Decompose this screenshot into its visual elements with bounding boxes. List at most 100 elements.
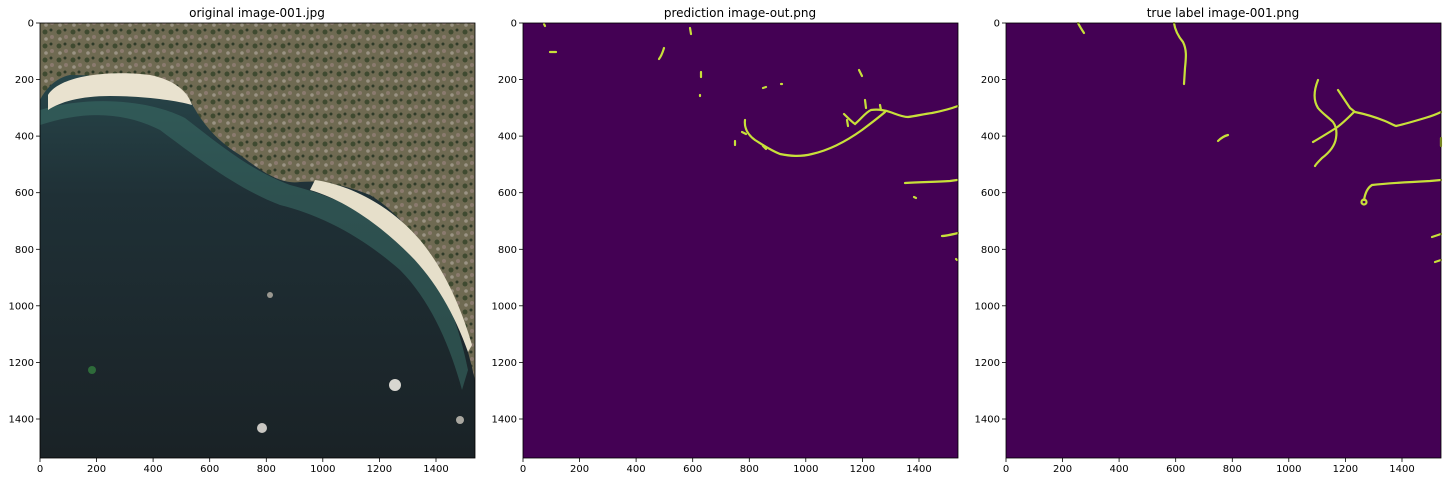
x-axis: 0 200 400 600 800 1000 1200 1400 [1003,458,1415,475]
panel-prediction: prediction image-out.png [492,6,960,475]
y-tick-label: 1200 [9,358,34,369]
label-segments [1076,21,1443,264]
axes-frame [522,22,959,459]
segment [1216,133,1230,143]
segment [903,178,959,185]
panel-title: prediction image-out.png [664,6,816,20]
y-axis: 0 200 400 600 800 1000 1200 1400 [492,19,523,426]
x-tick-label: 200 [570,464,589,475]
y-tick-label: 1400 [975,415,1000,426]
panel-true-label: true label image-001.png 0 200 [975,6,1443,475]
y-tick-label: 1400 [492,415,517,426]
segment [940,231,960,238]
y-tick-label: 600 [981,188,1000,199]
segment [878,103,883,112]
x-tick-label: 1000 [310,464,335,475]
y-tick-label: 800 [15,245,34,256]
x-axis: 0 200 400 600 800 1000 1200 1400 [37,458,449,475]
y-tick-label: 1000 [9,301,34,312]
segment [1362,178,1443,202]
y-tick-label: 800 [981,245,1000,256]
x-tick-label: 0 [37,464,43,475]
x-tick-label: 800 [740,464,759,475]
segment [688,26,693,36]
segment [1172,21,1187,86]
axes-frame [39,22,476,459]
x-tick-label: 600 [200,464,219,475]
rock-1 [389,379,401,391]
x-tick-label: 600 [1166,464,1185,475]
x-tick-label: 0 [520,464,526,475]
segment [1311,110,1356,144]
beach-lower [310,180,472,352]
x-tick-label: 400 [144,464,163,475]
segment [1430,232,1443,239]
segment [863,98,868,110]
segment [1360,198,1368,206]
y-tick-label: 600 [15,188,34,199]
x-tick-label: 1400 [906,464,931,475]
segment [542,22,547,28]
predicted-segments [542,22,960,262]
panel-title: true label image-001.png [1147,6,1300,20]
x-tick-label: 1000 [1276,464,1301,475]
y-axis: 0 200 400 600 800 1000 1200 1400 [975,19,1006,426]
seaweed-patch [88,366,96,374]
y-tick-label: 1000 [975,301,1000,312]
x-tick-label: 1200 [850,464,875,475]
y-tick-label: 400 [498,132,517,143]
y-tick-label: 600 [498,188,517,199]
segment [842,104,960,126]
rock-2 [257,423,267,433]
y-tick-label: 1000 [492,301,517,312]
land-area [40,23,475,380]
x-tick-label: 1200 [367,464,392,475]
x-tick-label: 0 [1003,464,1009,475]
y-tick-label: 1400 [9,415,34,426]
y-tick-label: 800 [498,245,517,256]
panel-title: original image-001.jpg [189,6,325,20]
mask-background [523,23,958,458]
x-tick-label: 1000 [793,464,818,475]
segment [657,46,666,61]
x-axis: 0 200 400 600 800 1000 1200 1400 [520,458,932,475]
panel-original: original image-001.jpg [9,6,476,475]
axes-frame [1005,22,1442,459]
x-tick-label: 200 [87,464,106,475]
x-tick-label: 400 [627,464,646,475]
beach-upper [48,73,192,110]
x-tick-label: 400 [1110,464,1129,475]
segment [1076,21,1086,35]
segment [740,130,748,136]
photo-image [40,23,475,458]
segment [857,68,864,78]
y-tick-label: 200 [498,75,517,86]
y-tick-label: 400 [15,132,34,143]
y-tick-label: 0 [511,19,517,30]
y-tick-label: 200 [981,75,1000,86]
rock-3 [267,292,273,298]
y-tick-label: 1200 [975,358,1000,369]
segment [761,85,768,90]
mask-background [1006,23,1441,458]
y-tick-label: 200 [15,75,34,86]
x-tick-label: 800 [1223,464,1242,475]
x-tick-label: 600 [683,464,702,475]
x-tick-label: 200 [1053,464,1072,475]
segment [1336,88,1443,128]
y-tick-label: 400 [981,132,1000,143]
x-tick-label: 1400 [423,464,448,475]
segment [743,110,887,157]
y-axis: 0 200 400 600 800 1000 1200 1400 [9,19,40,426]
x-tick-label: 1400 [1389,464,1414,475]
rock-4 [456,416,464,424]
shallow-water [40,101,468,391]
y-tick-label: 0 [28,19,34,30]
segment [912,195,918,200]
segment [954,257,959,262]
x-tick-label: 800 [257,464,276,475]
segment [845,118,850,128]
x-tick-label: 1200 [1333,464,1358,475]
segment [761,144,768,151]
